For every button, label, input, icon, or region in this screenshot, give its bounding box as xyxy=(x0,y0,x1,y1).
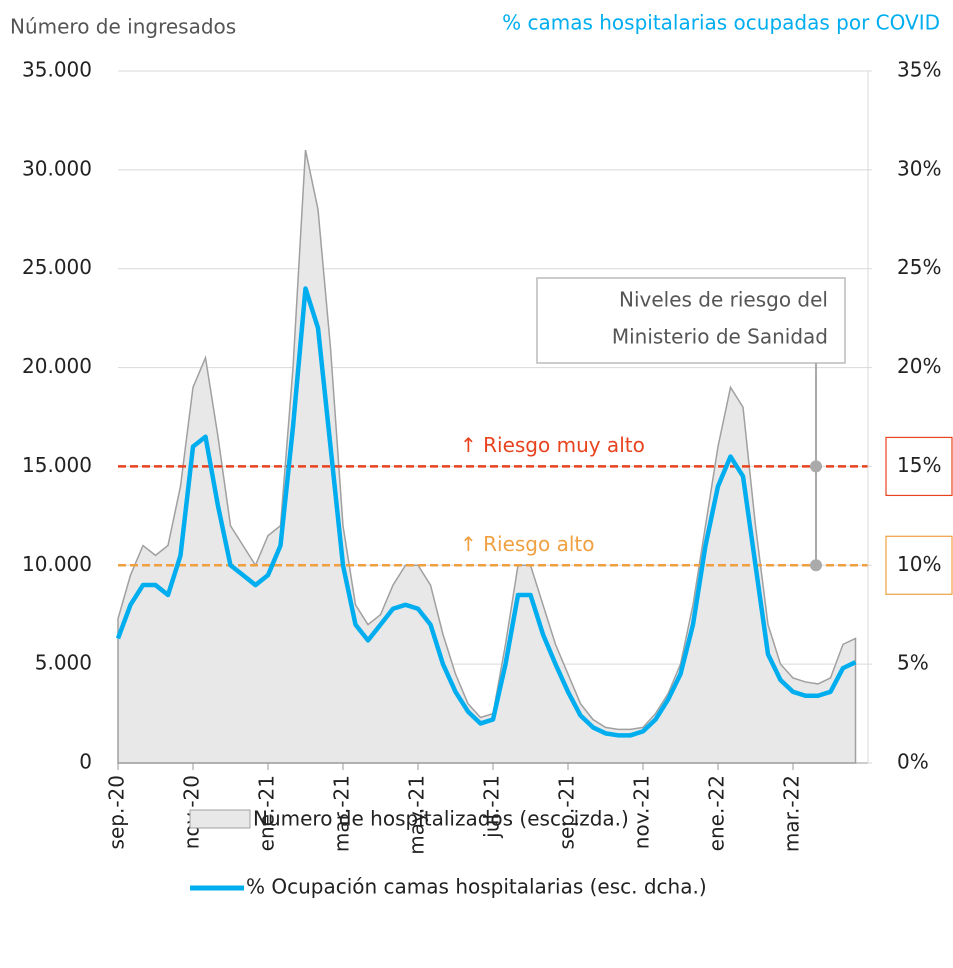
reference-label: ↑ Riesgo muy alto xyxy=(460,433,645,457)
y2-axis-label: % camas hospitalarias ocupadas por COVID xyxy=(502,11,940,35)
y-tick-label: 35.000 xyxy=(22,58,92,82)
y2-tick-label: 15% xyxy=(897,453,941,477)
legend-swatch xyxy=(189,809,251,829)
x-tick-label: mar.-21 xyxy=(330,775,354,852)
x-tick-label: may.-21 xyxy=(405,775,429,855)
y-axis-label: Número de ingresados xyxy=(10,15,236,39)
annotation-text: Ministerio de Sanidad xyxy=(612,325,828,349)
reference-box xyxy=(885,535,953,595)
x-tick-label: nov.-21 xyxy=(630,775,654,849)
x-tick-label: jul.-21 xyxy=(480,775,504,839)
x-tick-label: ene.-22 xyxy=(705,775,729,851)
y-tick-label: 30.000 xyxy=(22,156,92,180)
y-tick-label: 10.000 xyxy=(22,552,92,576)
y2-tick-label: 5% xyxy=(897,651,929,675)
line xyxy=(115,286,857,738)
x-tick-label: ene.-21 xyxy=(255,775,279,851)
reference-label: ↑ Riesgo alto xyxy=(460,532,594,556)
y2-tick-label: 35% xyxy=(897,58,941,82)
y-tick-label: 0 xyxy=(79,750,92,774)
x-tick-label: sep.-21 xyxy=(555,775,579,849)
y2-tick-label: 10% xyxy=(897,552,941,576)
y2-tick-label: 30% xyxy=(897,156,941,180)
y2-tick-label: 25% xyxy=(897,255,941,279)
legend-label: Numero de hospitalizados (esc. izda.) xyxy=(253,807,629,831)
legend-label: % Ocupación camas hospitalarias (esc. dc… xyxy=(246,875,707,899)
annotation-text: Niveles de riesgo del xyxy=(619,288,828,312)
plot-area xyxy=(117,70,868,764)
x-tick-label: mar.-22 xyxy=(780,775,804,852)
y-tick-label: 20.000 xyxy=(22,354,92,378)
annotation-box xyxy=(536,277,846,364)
reference-box xyxy=(885,436,953,497)
y-tick-label: 15.000 xyxy=(22,453,92,477)
y-tick-label: 5.000 xyxy=(35,651,92,675)
y2-tick-label: 20% xyxy=(897,354,941,378)
x-tick-label: sep.-20 xyxy=(105,775,129,849)
y-tick-label: 25.000 xyxy=(22,255,92,279)
y2-tick-label: 0% xyxy=(897,750,929,774)
